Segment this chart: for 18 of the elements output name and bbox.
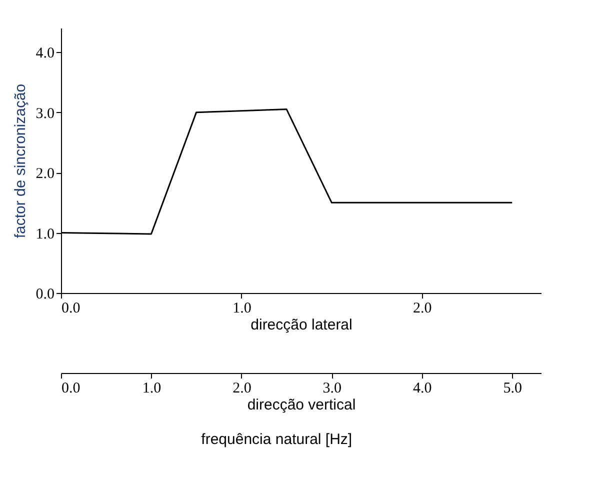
x-tick-label: 1.0: [232, 300, 252, 316]
y-tick-label: 2.0: [36, 166, 54, 182]
x2-tick-label: 5.0: [503, 380, 522, 396]
y-tick-label: 0.0: [36, 286, 54, 302]
y-axis-title: factor de sincronização: [12, 84, 29, 238]
x2-tick-label: 4.0: [413, 380, 432, 396]
y-tick-label: 3.0: [36, 106, 54, 122]
text: frequência natural [Hz]: [201, 431, 352, 448]
x2-axis-title: direcção vertical: [247, 396, 356, 414]
x2-tick-label: 1.0: [142, 380, 162, 396]
x-tick-label: 2.0: [413, 300, 432, 316]
x-axis-title: direcção lateral: [250, 316, 352, 334]
x2-tick-label: 0.0: [62, 380, 80, 396]
y-tick-label: 4.0: [36, 46, 54, 62]
y-tick-label: 1.0: [36, 226, 54, 242]
x2-tick-label: 3.0: [322, 380, 342, 396]
x-tick-label: 0.0: [62, 300, 80, 316]
x2-tick-label: 2.0: [232, 380, 252, 396]
